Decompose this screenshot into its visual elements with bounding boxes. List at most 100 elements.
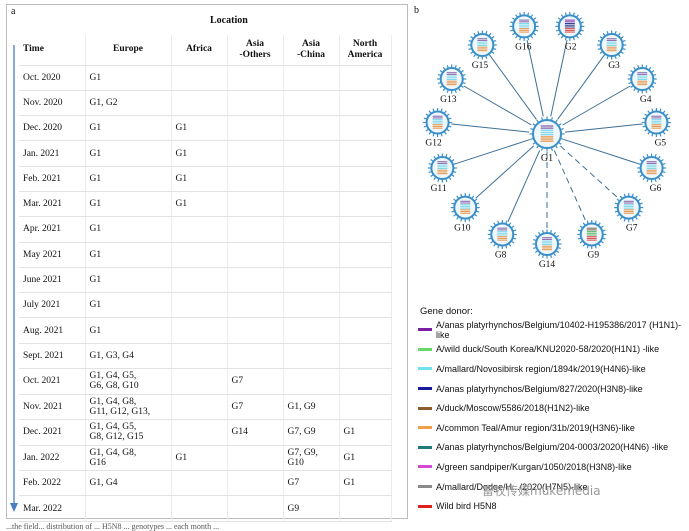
link-g11 bbox=[455, 139, 531, 165]
link-g3 bbox=[557, 56, 604, 120]
cell-asia-others bbox=[227, 445, 284, 472]
cell-asia-china bbox=[283, 292, 340, 319]
cell-africa bbox=[171, 470, 228, 497]
cell-asia-others bbox=[227, 65, 284, 91]
cell-africa bbox=[171, 65, 228, 91]
location-header: Location bbox=[210, 15, 248, 26]
cell-north-america bbox=[339, 267, 392, 294]
cell-north-america: G1 bbox=[339, 445, 392, 472]
legend-swatch bbox=[418, 445, 432, 449]
cell-asia-china bbox=[283, 216, 340, 243]
cell-asia-others bbox=[227, 140, 284, 167]
cell-europe: G1, G3, G4 bbox=[85, 343, 172, 370]
cell-africa bbox=[171, 292, 228, 319]
cell-north-america bbox=[339, 343, 392, 370]
cell-africa bbox=[171, 90, 228, 117]
legend-swatch bbox=[418, 387, 432, 391]
cell-asia-others: G14 bbox=[227, 419, 284, 446]
cell-asia-china bbox=[283, 140, 340, 167]
link-g6 bbox=[563, 139, 639, 165]
virus-node-g16 bbox=[509, 11, 539, 41]
cell-time: Apr. 2021 bbox=[19, 216, 86, 243]
col-header-africa: Africa bbox=[171, 35, 228, 66]
link-g15 bbox=[490, 56, 537, 120]
link-g16 bbox=[526, 39, 544, 117]
virus-node-g5 bbox=[641, 108, 671, 138]
genotype-network: G15 G16 G2 G3 G4 G5 G6 G7 G9 G14 G8 G10 G11 G12 G13 G1 bbox=[423, 11, 671, 270]
node-label: G12 bbox=[425, 139, 442, 149]
table-row: Dec. 2020 G1 G1 bbox=[19, 115, 392, 142]
legend-item: A/anas platyrhynchos/Belgium/204-0003/20… bbox=[418, 438, 688, 458]
node-label: G4 bbox=[640, 95, 652, 105]
legend-swatch bbox=[418, 504, 432, 508]
cell-asia-china: G1, G9 bbox=[283, 394, 340, 421]
virus-node-g13 bbox=[437, 64, 467, 94]
legend-item: A/anas platyrhynchos/Belgium/10402-H1953… bbox=[418, 320, 688, 340]
cell-asia-china bbox=[283, 343, 340, 370]
table-row: Dec. 2021 G1, G4, G5, G8, G12, G15 G14 G7, G… bbox=[19, 419, 392, 446]
virus-node-g3 bbox=[597, 30, 627, 60]
cell-time: Nov. 2020 bbox=[19, 90, 86, 117]
cell-asia-others: G7 bbox=[227, 394, 284, 421]
panel-a-label: a bbox=[11, 6, 16, 17]
col-header-north-america: North America bbox=[339, 35, 392, 66]
cell-asia-china: G9 bbox=[283, 495, 340, 522]
network-links bbox=[451, 39, 643, 230]
cell-north-america bbox=[339, 216, 392, 243]
cell-asia-others bbox=[227, 470, 284, 497]
cell-north-america bbox=[339, 394, 392, 421]
cell-asia-others bbox=[227, 343, 284, 370]
node-label: G5 bbox=[655, 139, 667, 149]
cell-time: Aug. 2021 bbox=[19, 317, 86, 344]
panel-b: b G15 G16 G2 G3 G4 G5 G6 G7 G9 G14 G8 G10 G11 G12 G13 G… bbox=[410, 4, 686, 519]
legend-label: A/duck/Moscow/5586/2018(H1N2)-like bbox=[436, 403, 590, 414]
legend-label: A/mallard/Novosibirsk region/1894k/2019(… bbox=[436, 363, 646, 374]
cell-europe: G1 bbox=[85, 115, 172, 142]
cell-asia-others bbox=[227, 495, 284, 522]
table-row: Nov. 2021 G1, G4, G8, G11, G12, G13, G7 G1, … bbox=[19, 394, 392, 421]
node-label: G14 bbox=[539, 260, 556, 270]
virus-node-g11 bbox=[427, 153, 457, 183]
panel-b-label: b bbox=[414, 5, 419, 16]
cell-europe: G1, G2 bbox=[85, 90, 172, 117]
node-label: G2 bbox=[565, 42, 577, 52]
cell-time: July 2021 bbox=[19, 292, 86, 319]
node-label: G6 bbox=[650, 184, 662, 194]
cell-time: Dec. 2021 bbox=[19, 419, 86, 446]
cell-asia-others bbox=[227, 115, 284, 142]
cell-asia-china bbox=[283, 191, 340, 218]
link-g4 bbox=[562, 85, 631, 126]
cell-asia-others bbox=[227, 267, 284, 294]
cell-europe: G1 bbox=[85, 267, 172, 294]
legend-label: A/anas platyrhynchos/Belgium/204-0003/20… bbox=[436, 442, 669, 453]
cell-asia-china bbox=[283, 65, 340, 91]
legend-title: Gene donor: bbox=[420, 306, 473, 317]
figure-caption-fragment: ...the field... distribution of ... H5N8… bbox=[6, 522, 220, 531]
legend-item: A/mallard/Dodge/H.../2020(H7N5)-like bbox=[418, 477, 688, 497]
cell-north-america bbox=[339, 368, 392, 395]
cell-north-america bbox=[339, 292, 392, 319]
table-row: Oct. 2021 G1, G4, G5, G6, G8, G10 G7 bbox=[19, 368, 392, 395]
cell-africa bbox=[171, 343, 228, 370]
cell-time: Dec. 2020 bbox=[19, 115, 86, 142]
cell-north-america: G1 bbox=[339, 470, 392, 497]
virus-node-g15 bbox=[467, 30, 497, 60]
node-label: G15 bbox=[472, 61, 489, 71]
table-row: Jan. 2021 G1 G1 bbox=[19, 140, 392, 167]
cell-asia-others bbox=[227, 90, 284, 117]
cell-europe: G1, G4 bbox=[85, 470, 172, 497]
cell-europe bbox=[85, 495, 172, 522]
cell-asia-china: G7, G9, G10 bbox=[283, 445, 340, 472]
table-row: Mar. 2022 G9 bbox=[19, 495, 392, 522]
table-row: Feb. 2022 G1, G4 G7 G1 bbox=[19, 470, 392, 497]
cell-asia-china bbox=[283, 368, 340, 395]
link-g8 bbox=[507, 150, 541, 222]
cell-africa bbox=[171, 242, 228, 268]
cell-europe: G1 bbox=[85, 216, 172, 243]
cell-europe: G1 bbox=[85, 191, 172, 218]
cell-time: Feb. 2021 bbox=[19, 166, 86, 192]
cell-asia-others: G7 bbox=[227, 368, 284, 395]
col-header-asia-china: Asia -China bbox=[283, 35, 340, 66]
node-label: G8 bbox=[495, 250, 507, 260]
cell-africa: G1 bbox=[171, 166, 228, 192]
